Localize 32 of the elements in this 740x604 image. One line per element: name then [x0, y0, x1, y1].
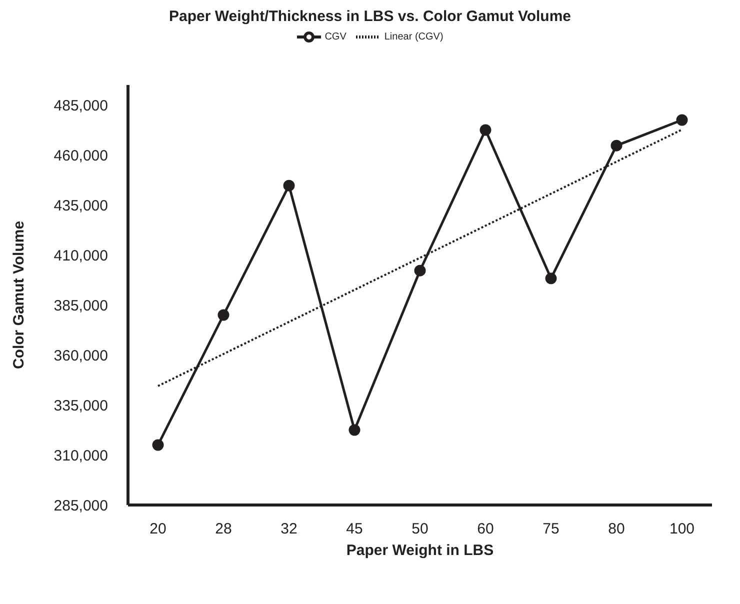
point	[545, 272, 557, 284]
x-tick-label: 50	[412, 520, 428, 538]
y-tick-label: 285,000	[54, 497, 108, 514]
y-tick-label: 310,000	[54, 447, 108, 464]
point	[676, 114, 688, 126]
point	[218, 309, 230, 321]
point	[414, 264, 426, 276]
point	[610, 140, 622, 152]
y-tick-label: 360,000	[54, 347, 108, 364]
y-tick-label: 385,000	[54, 297, 108, 314]
point	[348, 424, 360, 436]
x-axis-title: Paper Weight in LBS	[346, 542, 494, 559]
x-tick-label: 80	[608, 520, 625, 538]
y-tick-label: 410,000	[54, 247, 108, 264]
y-tick-label: 460,000	[54, 147, 108, 164]
y-tick-label: 485,000	[54, 97, 108, 114]
y-axis-title: Color Gamut Volume	[10, 220, 28, 370]
x-tick-label: 60	[477, 520, 494, 538]
x-tick-label: 45	[346, 520, 363, 538]
x-tick-label: 75	[542, 520, 560, 538]
x-tick-label: 32	[280, 520, 298, 538]
x-tick-label: 20	[150, 520, 166, 538]
point	[152, 439, 164, 451]
point	[480, 124, 492, 136]
legend-label: Linear (CGV)	[384, 32, 444, 43]
x-tick-label: 100	[669, 520, 695, 538]
point	[283, 180, 295, 192]
y-tick-label: 335,000	[54, 397, 108, 414]
chart-title: Paper Weight/Thickness in LBS vs. Color Gamut Volume	[168, 8, 572, 25]
y-tick-label: 435,000	[54, 197, 108, 214]
x-tick-label: 28	[215, 520, 232, 538]
legend-label: CGV	[324, 32, 346, 43]
